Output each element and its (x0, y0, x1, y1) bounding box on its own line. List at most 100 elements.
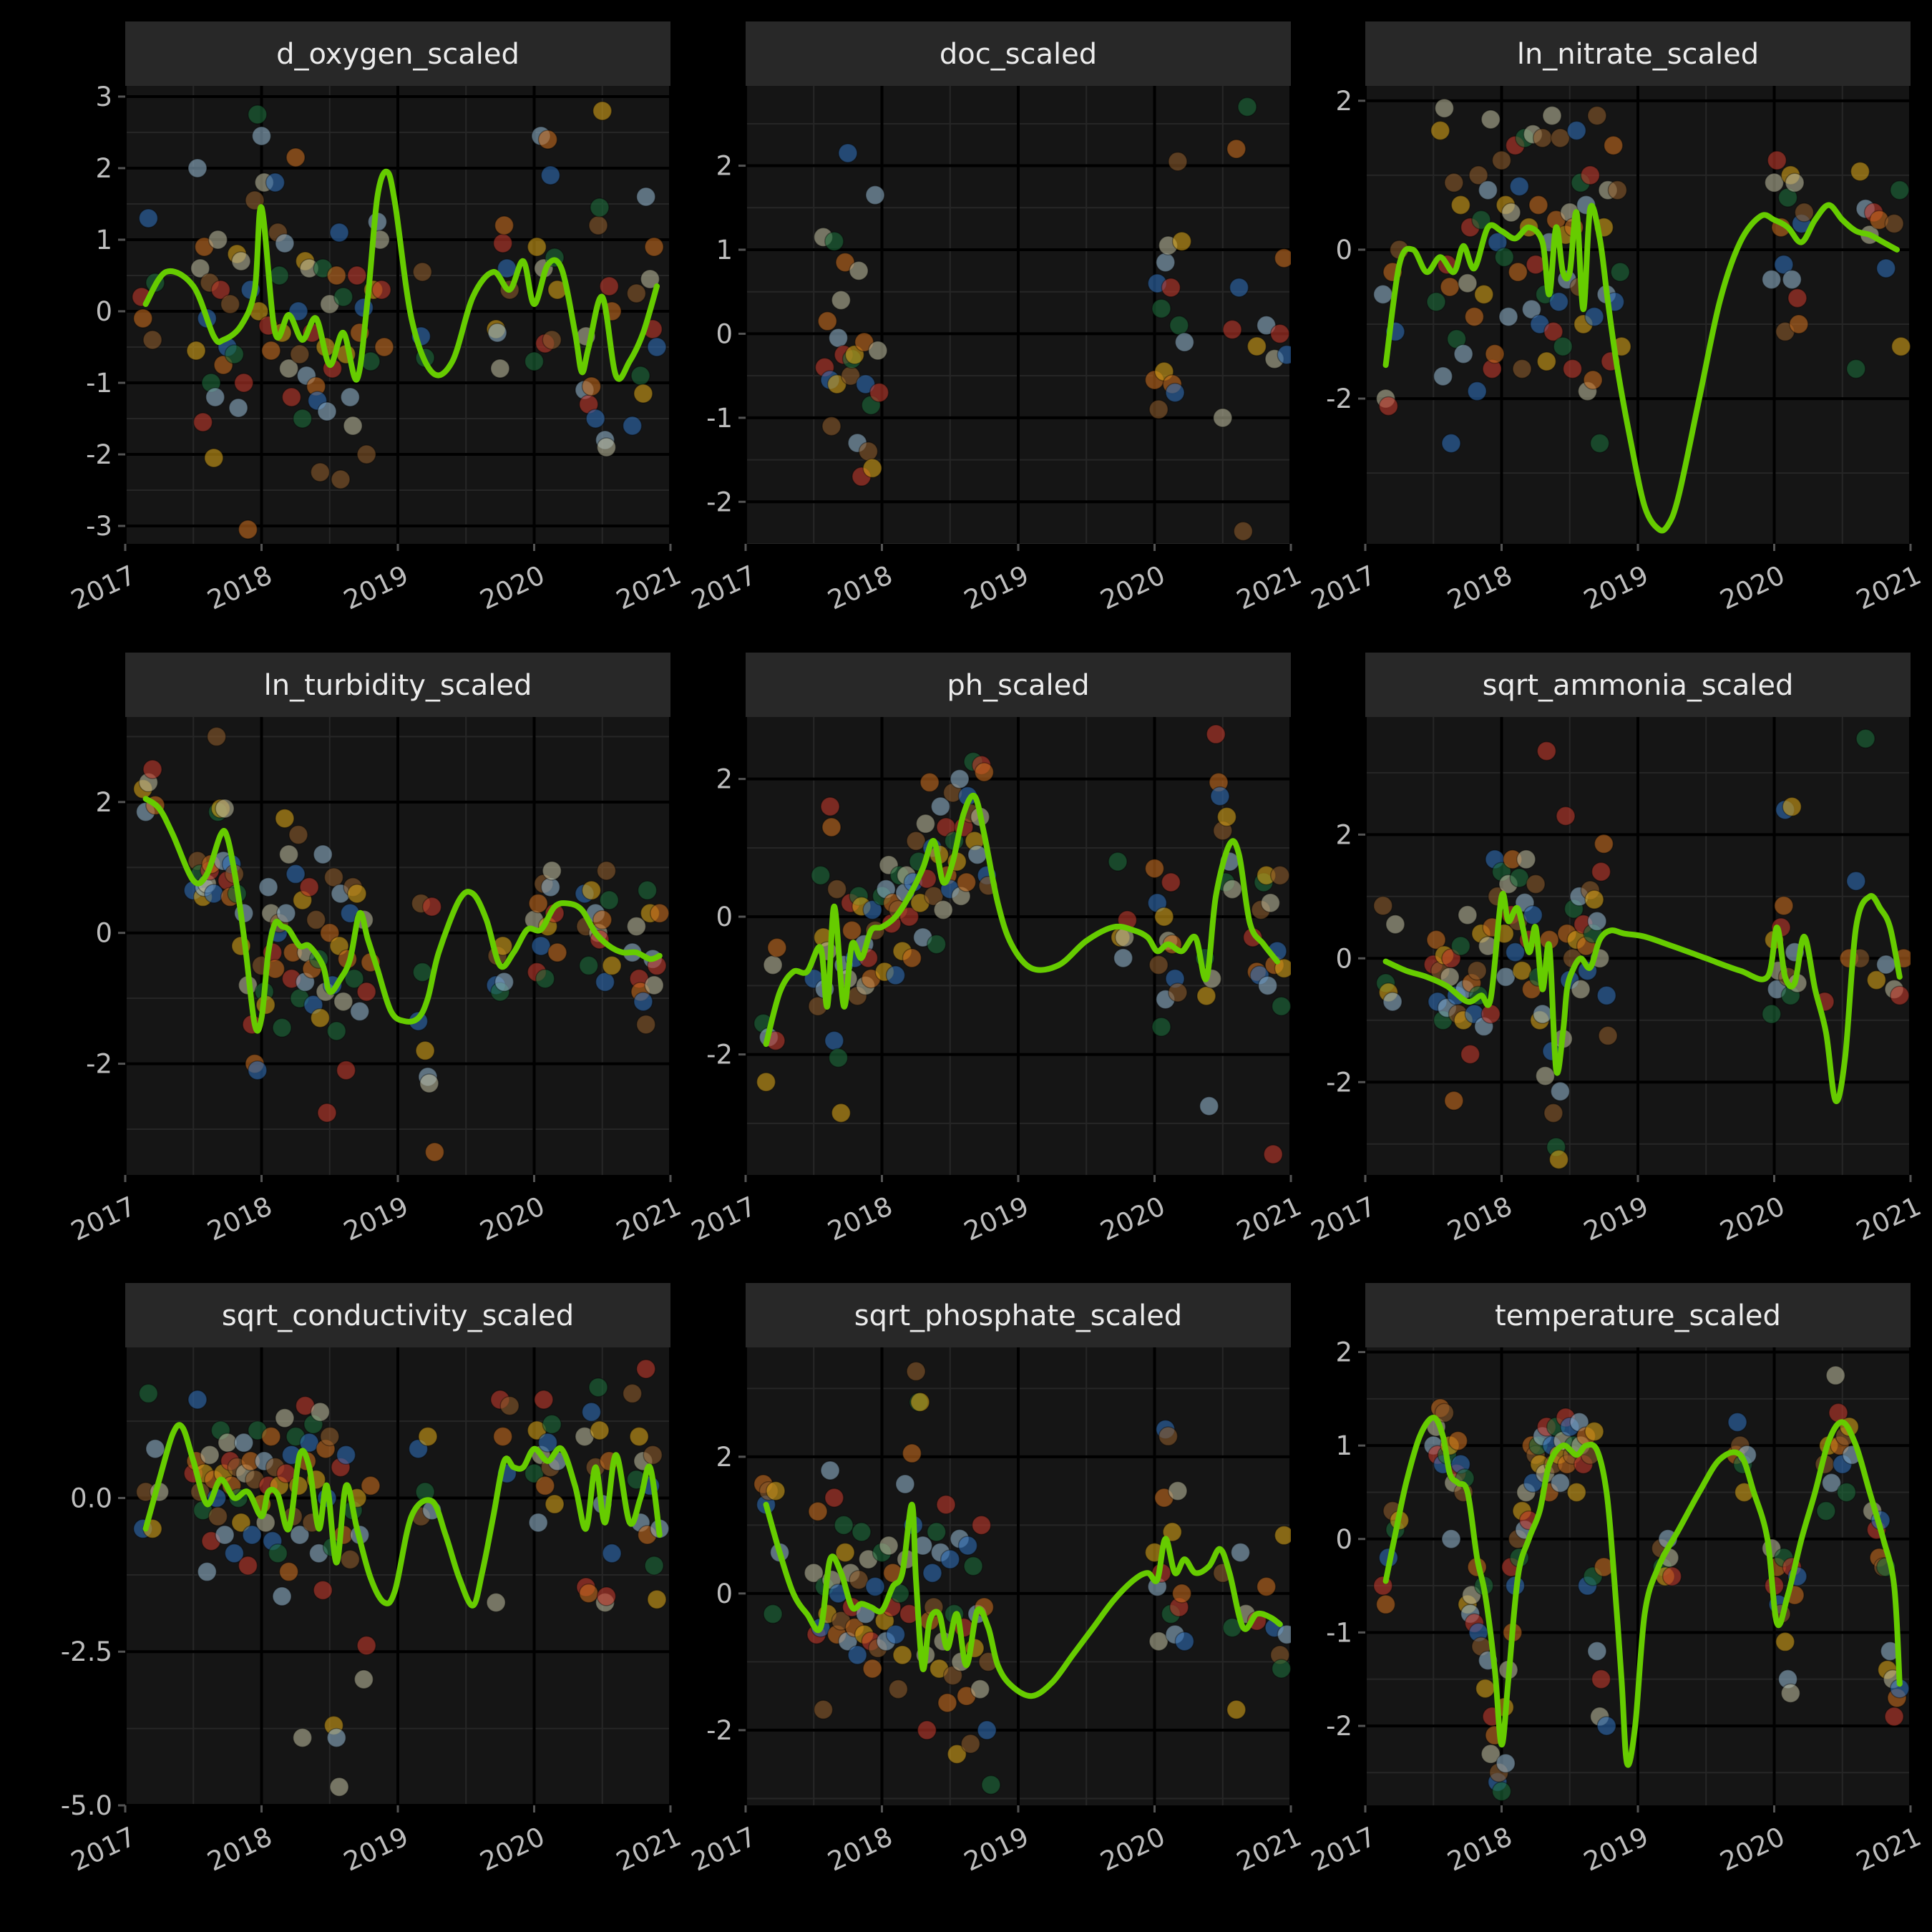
data-point (626, 283, 647, 303)
facet-strip (125, 21, 670, 86)
data-point (1789, 314, 1809, 334)
data-point (1548, 1149, 1569, 1170)
data-point (763, 955, 783, 975)
x-axis: 2017 2018 2019 2020 2021 (687, 1805, 1306, 1878)
data-point (1113, 948, 1133, 968)
data-point (361, 1475, 381, 1496)
data-point (834, 1515, 854, 1536)
data-point (1505, 942, 1526, 962)
data-point (1890, 180, 1910, 200)
y-tick-label: 0 (95, 296, 112, 327)
data-point (626, 916, 647, 937)
y-tick-label: -2 (706, 1715, 733, 1746)
data-point (852, 1522, 872, 1542)
x-tick-label: 2019 (1579, 1191, 1654, 1247)
data-point (200, 1445, 220, 1465)
points-layer (753, 724, 1291, 1164)
data-point (940, 1549, 960, 1569)
data-point (258, 877, 278, 897)
data-point (281, 387, 302, 407)
y-axis: -2 0 2 (706, 1442, 746, 1746)
smooth-trend-line (1382, 202, 1900, 534)
data-point (906, 831, 926, 851)
data-point (290, 344, 310, 364)
data-point (767, 937, 787, 958)
y-tick-label: -2 (1326, 1067, 1352, 1098)
data-point (206, 726, 227, 747)
data-point (1494, 247, 1515, 268)
data-point (1471, 210, 1491, 230)
data-point (542, 1414, 562, 1435)
data-point (1151, 298, 1171, 318)
x-tick-label: 2020 (1715, 1191, 1790, 1247)
data-point (1501, 203, 1521, 223)
y-tick-label: -2 (706, 1040, 733, 1070)
data-point (1426, 292, 1446, 312)
data-point (1532, 128, 1553, 148)
data-point (1553, 336, 1573, 356)
data-point (292, 409, 313, 429)
data-point (1473, 284, 1494, 305)
y-tick-label: 0 (95, 918, 112, 949)
data-point (1591, 1669, 1611, 1689)
x-tick-label: 2017 (687, 1191, 761, 1247)
x-tick-label: 2017 (67, 560, 141, 616)
data-point (971, 1515, 992, 1536)
data-point (756, 1072, 776, 1092)
data-point (869, 382, 889, 403)
data-point (629, 1426, 649, 1447)
data-point (1270, 865, 1290, 886)
data-point (1158, 1426, 1179, 1446)
data-point (1169, 315, 1189, 336)
data-point (275, 1408, 295, 1428)
x-tick-label: 2018 (203, 1821, 277, 1878)
data-point (1222, 879, 1242, 899)
x-axis: 2017 2018 2019 2020 2021 (67, 544, 686, 616)
data-point (1536, 351, 1557, 371)
data-point (1508, 262, 1528, 282)
data-point (1562, 358, 1583, 379)
data-point (1662, 1566, 1682, 1586)
data-point (547, 942, 567, 962)
data-point (633, 991, 653, 1012)
data-point (1467, 381, 1487, 401)
data-point (977, 1720, 997, 1740)
data-point (535, 1475, 555, 1496)
data-point (486, 1592, 506, 1613)
x-tick-label: 2019 (339, 1191, 414, 1247)
data-point (310, 1008, 331, 1028)
data-point (838, 143, 858, 163)
smooth-trend-line (142, 796, 663, 1034)
smooth-trend-line (763, 792, 1280, 1048)
data-point (813, 1699, 834, 1720)
data-point (811, 865, 831, 886)
x-tick-label: 2017 (1307, 1821, 1381, 1878)
data-point (1144, 858, 1165, 879)
facet-title: sqrt_ammonia_scaled (1483, 669, 1794, 702)
data-point (1441, 1529, 1461, 1549)
data-point (412, 262, 433, 282)
data-point (1584, 889, 1604, 909)
data-point (224, 344, 245, 364)
data-point (865, 185, 885, 205)
points-layer (133, 726, 670, 1162)
data-point (317, 401, 337, 421)
facet-strip (125, 653, 670, 717)
data-point (963, 1556, 983, 1576)
data-point (1385, 914, 1405, 935)
smooth-trend-line (1382, 891, 1903, 1104)
data-point (1246, 336, 1267, 356)
x-tick-label: 2017 (1307, 1191, 1381, 1247)
data-point (1378, 396, 1399, 416)
data-point (602, 1543, 622, 1563)
data-point (888, 1679, 909, 1699)
data-point (808, 1501, 828, 1522)
data-point (1168, 982, 1188, 1002)
data-point (418, 1426, 438, 1447)
data-point (826, 374, 847, 394)
data-point (344, 968, 364, 989)
data-point (310, 1402, 331, 1422)
data-point (820, 1460, 840, 1480)
data-point (1496, 1753, 1516, 1773)
